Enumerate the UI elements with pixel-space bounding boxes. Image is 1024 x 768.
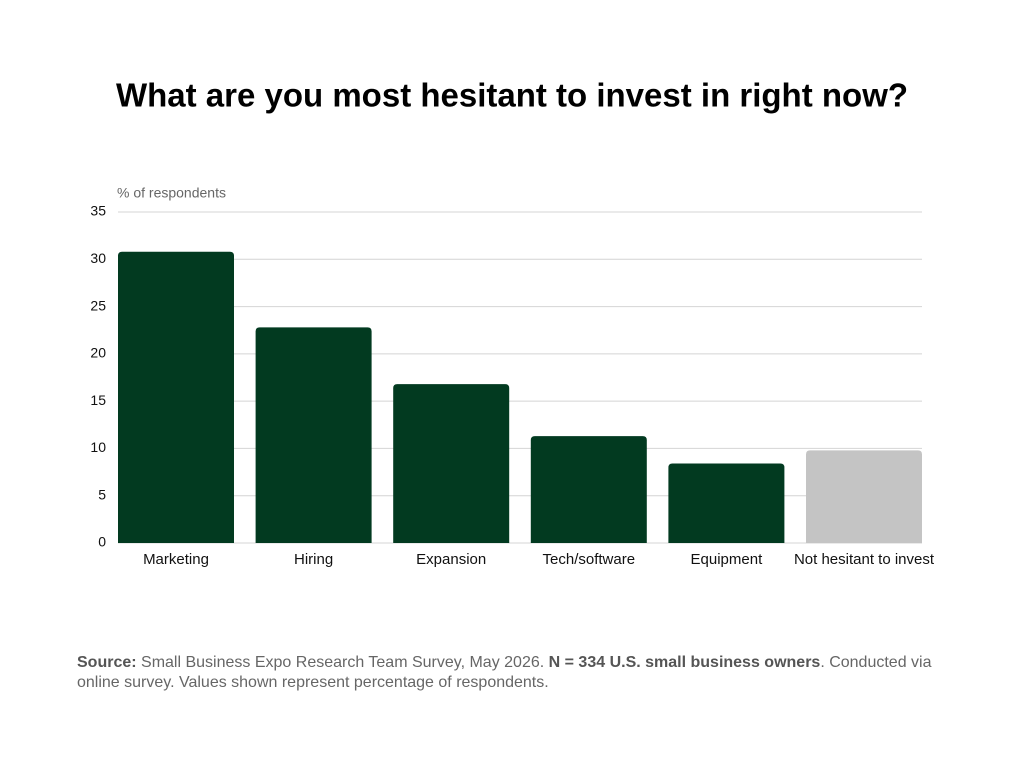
source-text: Small Business Expo Research Team Survey… <box>141 654 545 671</box>
bar <box>806 450 922 543</box>
y-tick-label: 25 <box>90 297 106 313</box>
chart: What are you most hesitant to invest in … <box>90 77 935 568</box>
x-tick-label: Hiring <box>294 551 333 568</box>
footnote: Source: Small Business Expo Research Tea… <box>77 653 947 693</box>
y-tick-label: 10 <box>90 439 106 455</box>
source-label: Source: <box>77 654 137 671</box>
y-tick-label: 15 <box>90 392 106 408</box>
y-tick-label: 30 <box>90 250 106 266</box>
bar <box>668 463 785 543</box>
bar <box>393 384 510 543</box>
x-tick-label: Expansion <box>416 551 486 568</box>
y-axis-label: % of respondents <box>117 185 226 201</box>
y-tick-label: 35 <box>90 203 106 219</box>
y-tick-label: 5 <box>98 486 106 502</box>
x-tick-label: Marketing <box>143 551 209 568</box>
y-tick-label: 0 <box>98 534 106 550</box>
bar <box>255 327 372 543</box>
bar <box>118 251 234 543</box>
x-tick-label: Equipment <box>691 551 764 568</box>
chart-title: What are you most hesitant to invest in … <box>116 77 908 114</box>
bar <box>530 436 647 543</box>
x-tick-label: Not hesitant to invest <box>794 551 935 568</box>
y-tick-label: 20 <box>90 345 106 361</box>
x-tick-label: Tech/software <box>543 551 636 568</box>
footnote-text: . Conducted via online survey. Values sh… <box>77 654 932 691</box>
sample-size: N = 334 U.S. small business owners <box>548 654 821 671</box>
